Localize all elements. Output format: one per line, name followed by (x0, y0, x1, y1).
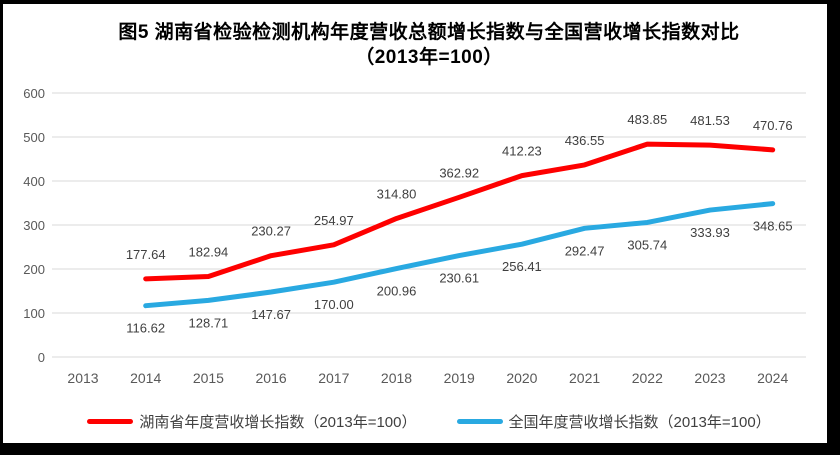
data-label: 177.64 (126, 247, 166, 262)
x-tick-label: 2023 (694, 370, 725, 386)
plot-area: 0 100 200 300 400 500 600 2013 2014 2015 2016 2017 2… (23, 86, 806, 386)
x-tick-label: 2019 (444, 370, 475, 386)
data-label: 333.93 (690, 225, 730, 240)
x-tick-label: 2015 (193, 370, 224, 386)
y-tick-label: 300 (23, 218, 45, 233)
y-tick-label: 100 (23, 306, 45, 321)
data-label: 436.55 (565, 133, 605, 148)
chart-title-line2: （2013年=100） (355, 47, 503, 68)
data-label: 230.61 (439, 271, 479, 286)
data-label: 362.92 (439, 165, 479, 180)
x-tick-label: 2024 (757, 370, 788, 386)
legend-label: 湖南省年度营收增长指数（2013年=100） (139, 413, 417, 431)
chart-title: 图5 湖南省检验检测机构年度营收总额增长指数与全国营收增长指数对比 （2013年… (52, 20, 806, 70)
data-label: 182.94 (189, 245, 229, 260)
y-tick-label: 0 (38, 350, 45, 365)
y-tick-label: 600 (23, 86, 45, 101)
x-tick-label: 2013 (67, 370, 98, 386)
data-label: 116.62 (126, 321, 165, 336)
legend-item-0: 湖南省年度营收增长指数（2013年=100） (87, 411, 417, 432)
data-label: 305.74 (627, 237, 667, 252)
x-tick-label: 2016 (256, 370, 287, 386)
series-line-1 (143, 201, 776, 309)
x-tick-label: 2017 (318, 370, 349, 386)
legend-swatch-icon (87, 418, 134, 424)
legend: 湖南省年度营收增长指数（2013年=100） 全国年度营收增长指数（2013年=1… (52, 407, 806, 435)
data-label: 128.71 (189, 315, 229, 330)
data-label: 412.23 (502, 144, 542, 159)
x-tick-label: 2022 (632, 370, 663, 386)
series-line-0 (143, 141, 776, 282)
data-label: 481.53 (690, 113, 730, 128)
chart-title-line1: 图5 湖南省检验检测机构年度营收总额增长指数与全国营收增长指数对比 (118, 22, 740, 43)
data-label: 256.41 (502, 259, 542, 274)
legend-swatch-icon (456, 418, 503, 424)
x-tick-label: 2021 (569, 370, 600, 386)
x-tick-label: 2020 (506, 370, 537, 386)
data-label: 200.96 (377, 284, 417, 299)
y-tick-label: 200 (23, 262, 45, 277)
chart-canvas: 0 100 200 300 400 500 600 2013 2014 2015 2016 2017 2… (3, 4, 827, 443)
data-label: 292.47 (565, 243, 605, 258)
data-label: 348.65 (753, 219, 793, 234)
data-label: 147.67 (251, 307, 291, 322)
legend-label: 全国年度营收增长指数（2013年=100） (508, 413, 771, 431)
data-label: 483.85 (627, 112, 667, 127)
data-label: 254.97 (314, 213, 354, 228)
y-tick-label: 400 (23, 174, 45, 189)
legend-item-1: 全国年度营收增长指数（2013年=100） (456, 411, 771, 432)
x-tick-label: 2018 (381, 370, 412, 386)
x-tick-label: 2014 (130, 370, 161, 386)
data-label: 230.27 (251, 224, 291, 239)
data-label: 170.00 (314, 297, 354, 312)
y-tick-label: 500 (23, 130, 45, 145)
data-label: 470.76 (753, 118, 793, 133)
data-label: 314.80 (377, 186, 417, 201)
